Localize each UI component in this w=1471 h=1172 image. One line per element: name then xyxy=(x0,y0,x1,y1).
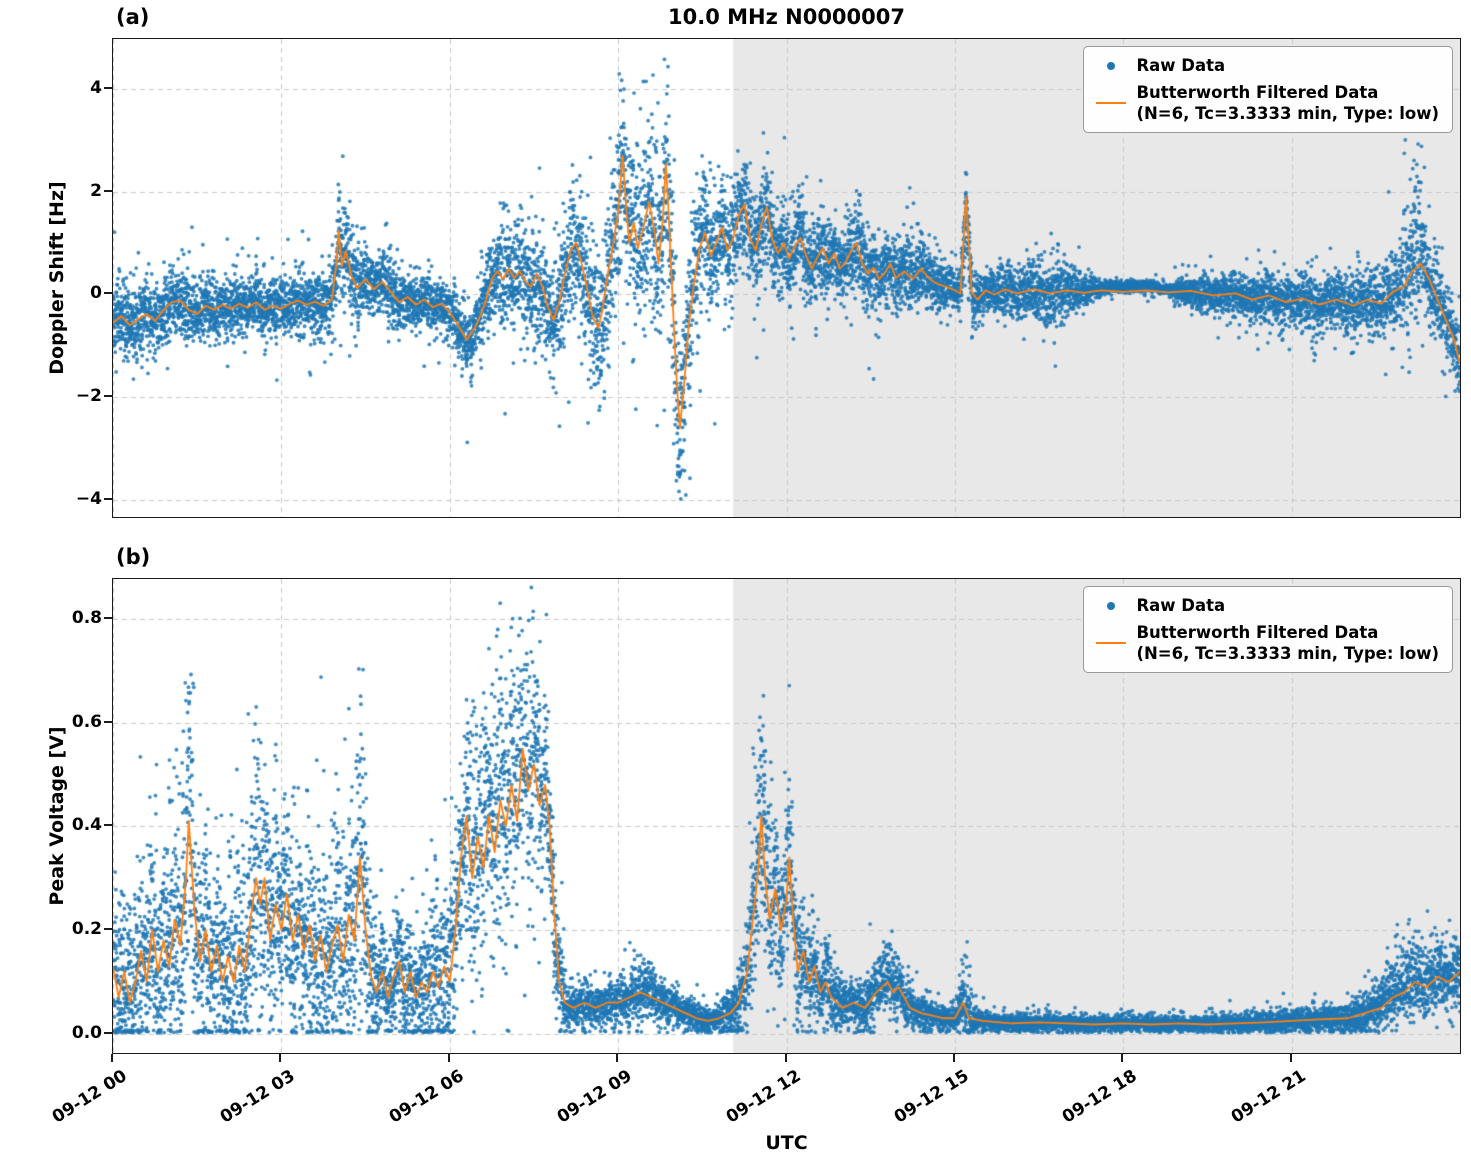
x-tick-label: 09-12 00 xyxy=(48,1066,131,1128)
x-axis-label: UTC xyxy=(765,1132,808,1154)
x-tick-label: 09-12 21 xyxy=(1227,1066,1310,1128)
x-tick-label: 09-12 12 xyxy=(722,1066,805,1128)
y-tick-label-b: 0.4 xyxy=(71,815,102,836)
x-tick-mark xyxy=(447,1054,450,1062)
y-tick-mark-a xyxy=(104,86,112,89)
y-tick-mark-b xyxy=(104,616,112,619)
y-tick-label-b: 0.8 xyxy=(71,607,102,628)
x-tick-label: 09-12 06 xyxy=(385,1066,468,1128)
y-tick-label-a: 2 xyxy=(90,180,102,201)
panel-a-axes: Raw Data Butterworth Filtered Data (N=6,… xyxy=(112,38,1461,518)
legend-raw-entry: Raw Data xyxy=(1094,55,1439,76)
y-tick-label-b: 0.0 xyxy=(71,1022,102,1043)
y-tick-label-a: 4 xyxy=(90,77,102,98)
x-tick-mark xyxy=(279,1054,282,1062)
legend-filtered-line1: Butterworth Filtered Data xyxy=(1136,623,1379,643)
legend-filtered-line2: (N=6, Tc=3.3333 min, Type: low) xyxy=(1136,104,1439,124)
legend-raw-label: Raw Data xyxy=(1136,596,1226,615)
legend-filtered-entry: Butterworth Filtered Data (N=6, Tc=3.333… xyxy=(1094,82,1439,124)
filtered-line-icon xyxy=(1094,102,1128,105)
y-axis-label-doppler: Doppler Shift [Hz] xyxy=(46,181,68,375)
x-tick-label: 09-12 15 xyxy=(890,1066,973,1128)
legend-raw-label: Raw Data xyxy=(1136,56,1226,75)
y-tick-mark-a xyxy=(104,292,112,295)
x-tick-label: 09-12 09 xyxy=(553,1066,636,1128)
y-tick-mark-b xyxy=(104,824,112,827)
raw-data-dot-icon xyxy=(1094,61,1128,70)
y-tick-label-a: −2 xyxy=(75,386,102,407)
y-tick-label-a: 0 xyxy=(90,283,102,304)
panel-b-legend: Raw Data Butterworth Filtered Data (N=6,… xyxy=(1083,586,1453,674)
legend-filtered-label: Butterworth Filtered Data (N=6, Tc=3.333… xyxy=(1136,622,1439,664)
x-tick-mark xyxy=(952,1054,955,1062)
panel-b-axes: Raw Data Butterworth Filtered Data (N=6,… xyxy=(112,578,1461,1054)
panel-b-label: (b) xyxy=(116,545,151,569)
y-tick-mark-b xyxy=(104,720,112,723)
chart-title: 10.0 MHz N0000007 xyxy=(668,5,905,29)
y-tick-mark-a xyxy=(104,395,112,398)
x-tick-mark xyxy=(1121,1054,1124,1062)
y-tick-mark-a xyxy=(104,189,112,192)
x-tick-label: 09-12 18 xyxy=(1059,1066,1141,1128)
x-tick-label: 09-12 03 xyxy=(217,1066,299,1128)
y-tick-label-b: 0.2 xyxy=(71,919,102,940)
y-tick-label-a: −4 xyxy=(75,489,102,510)
y-axis-label-voltage: Peak Voltage [V] xyxy=(46,726,68,906)
x-tick-mark xyxy=(111,1054,113,1062)
x-tick-mark xyxy=(1289,1054,1292,1062)
legend-filtered-line2: (N=6, Tc=3.3333 min, Type: low) xyxy=(1136,644,1439,664)
legend-filtered-entry: Butterworth Filtered Data (N=6, Tc=3.333… xyxy=(1094,622,1439,664)
panel-a-legend: Raw Data Butterworth Filtered Data (N=6,… xyxy=(1083,46,1453,134)
x-tick-mark xyxy=(616,1054,619,1062)
legend-filtered-line1: Butterworth Filtered Data xyxy=(1136,83,1379,103)
y-tick-mark-b xyxy=(104,1031,112,1034)
x-tick-mark xyxy=(784,1054,787,1062)
legend-raw-entry: Raw Data xyxy=(1094,595,1439,616)
filtered-line-icon xyxy=(1094,642,1128,645)
y-tick-label-b: 0.6 xyxy=(71,711,102,732)
raw-data-dot-icon xyxy=(1094,601,1128,610)
y-tick-mark-b xyxy=(104,928,112,931)
legend-filtered-label: Butterworth Filtered Data (N=6, Tc=3.333… xyxy=(1136,82,1439,124)
panel-a-label: (a) xyxy=(116,5,150,29)
y-tick-mark-a xyxy=(104,498,112,501)
